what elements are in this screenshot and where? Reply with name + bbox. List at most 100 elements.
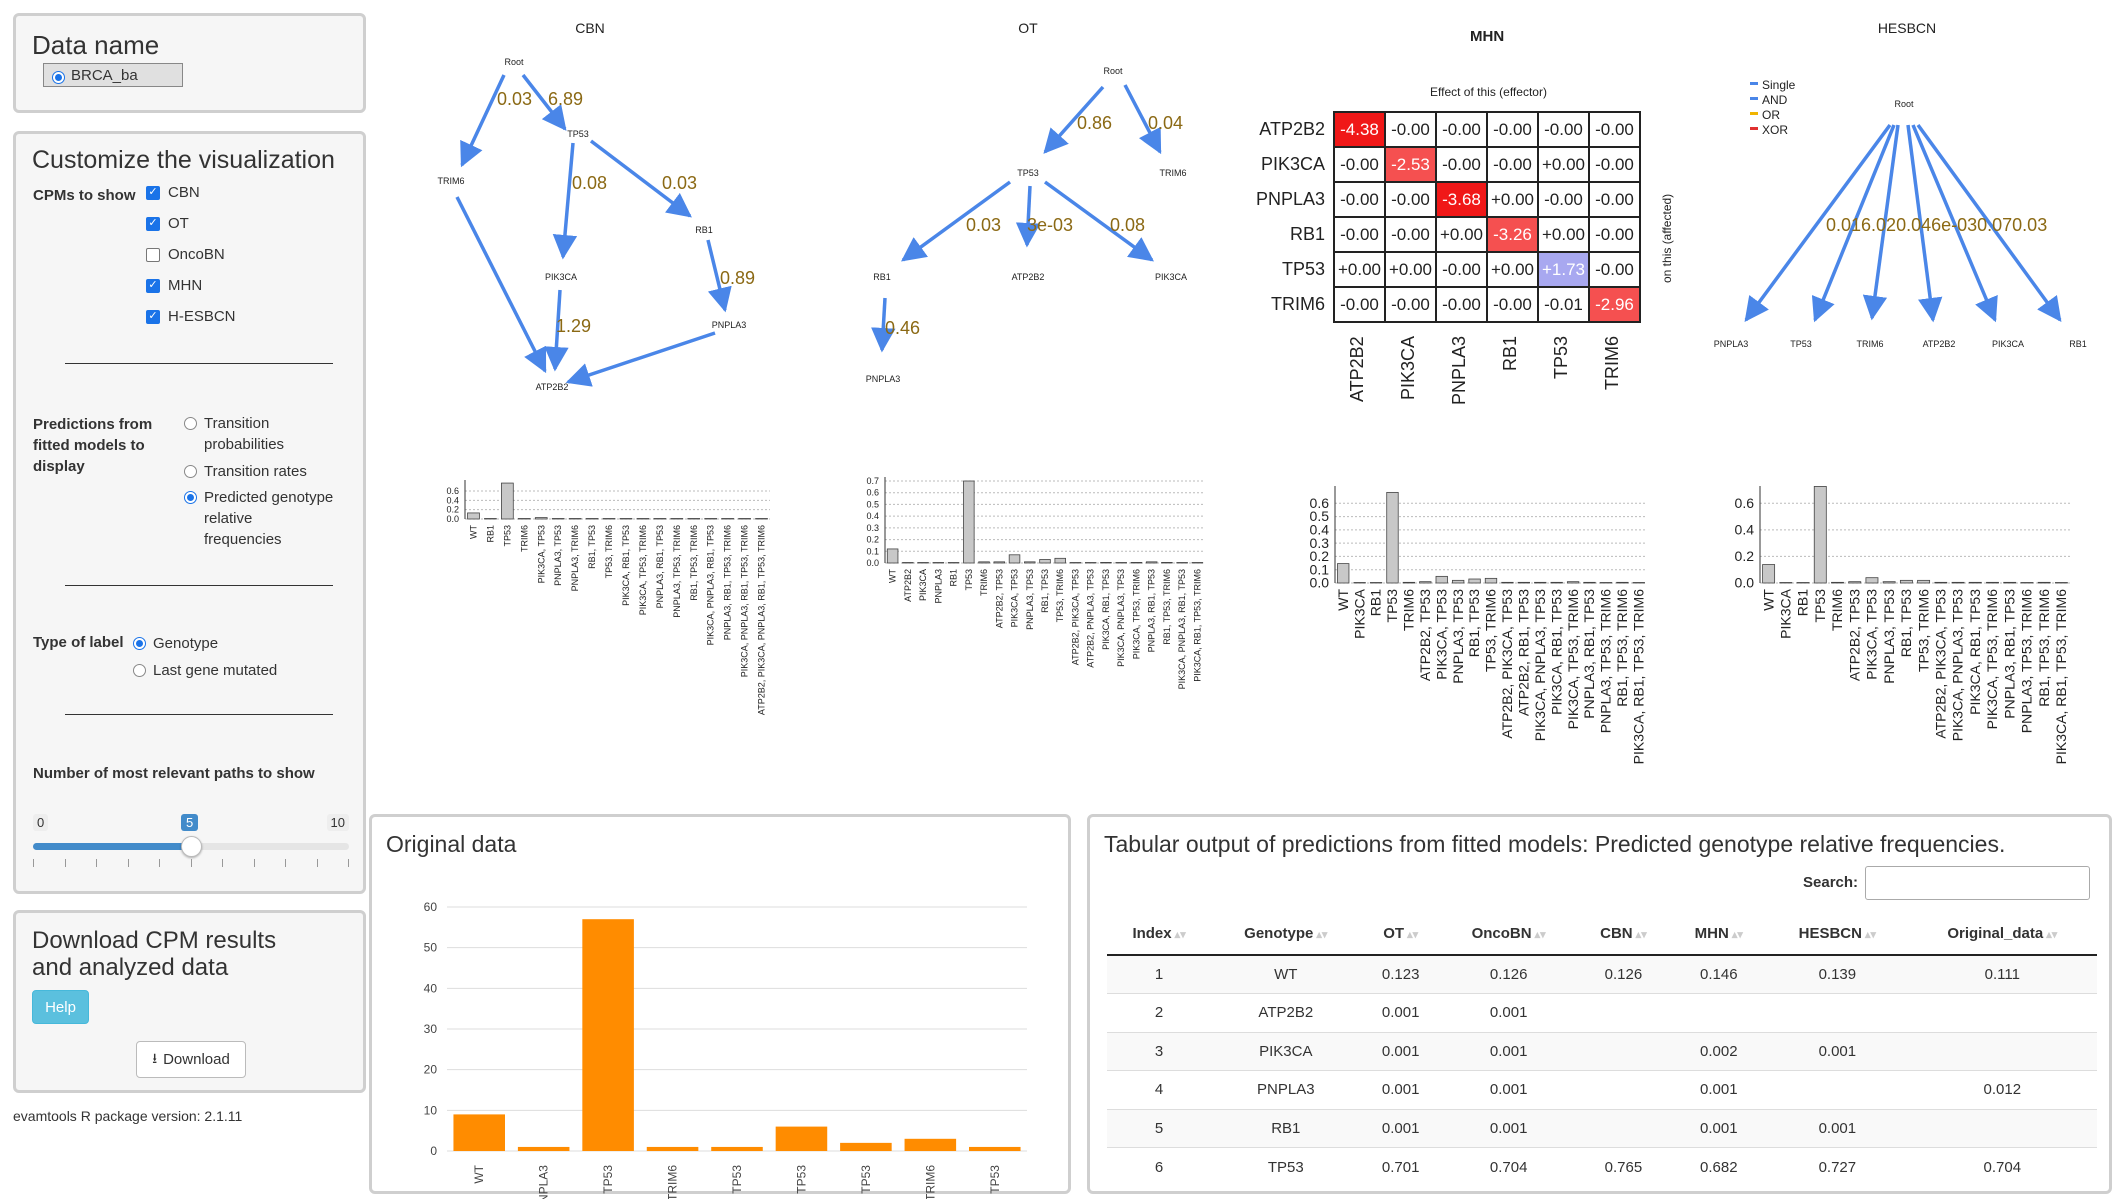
mini-bar xyxy=(687,518,701,520)
cpm-checkbox-cbn[interactable]: ✓ CBN xyxy=(146,184,200,201)
y-tick-label: 0.4 xyxy=(866,511,879,521)
column-header[interactable]: Original_data xyxy=(1907,913,2097,956)
table-row[interactable]: 6 TP53 0.701 0.704 0.765 0.682 0.727 0.704 xyxy=(1107,1147,2097,1186)
table-row[interactable]: 5 RB1 0.001 0.001 0.001 0.001 xyxy=(1107,1108,2097,1148)
x-tick-label: WT xyxy=(472,1164,486,1183)
table-row[interactable]: 3 PIK3CA 0.001 0.001 0.002 0.001 xyxy=(1107,1031,2097,1071)
mini-bar xyxy=(1986,581,1999,584)
table-row[interactable]: 4 PNPLA3 0.001 0.001 0.001 0.012 xyxy=(1107,1070,2097,1109)
search-input[interactable] xyxy=(1865,866,2090,900)
mini-bar xyxy=(1337,563,1350,584)
table-cell: 4 xyxy=(1107,1070,1212,1109)
label-type-option[interactable]: Genotype xyxy=(133,633,218,654)
mhn-row-label: RB1 xyxy=(1289,224,1325,244)
x-tick-label: TP53 xyxy=(988,1165,1002,1194)
slider-handle[interactable] xyxy=(181,836,202,857)
column-header[interactable]: OncoBN xyxy=(1440,913,1577,956)
prediction-option[interactable]: Transition probabilities xyxy=(184,413,334,455)
mini-bar xyxy=(1882,581,1896,584)
radio-icon[interactable] xyxy=(184,491,197,504)
mhn-cell: -3.26 xyxy=(1487,217,1538,252)
table-row[interactable]: 2 ATP2B2 0.001 0.001 xyxy=(1107,993,2097,1032)
mhn-row-label: TRIM6 xyxy=(1271,294,1325,314)
mhn-cell: +0.00 xyxy=(1487,182,1538,217)
x-tick-label: RB1 xyxy=(949,569,959,587)
prediction-option[interactable]: Transition rates xyxy=(184,461,334,482)
y-tick-label: 0.3 xyxy=(1310,535,1330,551)
cpm-checkbox-ot[interactable]: ✓ OT xyxy=(146,215,189,232)
mini-bar xyxy=(721,518,734,520)
mini-bar xyxy=(1566,581,1580,584)
x-tick-label: ATP2B2, PIK3CA, TP53 xyxy=(1070,569,1080,665)
column-header[interactable]: CBN xyxy=(1576,913,1671,956)
column-header[interactable]: MHN xyxy=(1670,913,1768,956)
mini-bar xyxy=(1353,582,1366,584)
radio-icon[interactable] xyxy=(184,417,197,430)
x-tick-label: TRIM6 xyxy=(519,525,529,552)
checkbox-icon[interactable]: ✓ xyxy=(146,216,160,231)
mini-bar xyxy=(902,562,914,564)
checkbox-icon[interactable]: ✓ xyxy=(146,185,160,200)
radio-icon[interactable] xyxy=(133,664,146,677)
table-cell xyxy=(1907,1031,2097,1071)
x-tick-label: TRIM6 xyxy=(666,1165,680,1199)
column-header[interactable]: Genotype xyxy=(1211,913,1361,956)
mini-bar xyxy=(484,518,497,520)
dataset-radio-button[interactable]: BRCA_ba xyxy=(43,63,183,87)
column-header[interactable]: OT xyxy=(1360,913,1441,956)
mini-bar xyxy=(1145,561,1158,564)
prediction-option[interactable]: Predicted genotype relative frequencies xyxy=(184,487,334,550)
label-type-option[interactable]: Last gene mutated xyxy=(133,660,277,681)
x-tick-label: PIK3CA, PNPLA3, TP53 xyxy=(1950,589,1966,741)
x-tick-label: PNPLA3, RB1, TP53 xyxy=(1147,569,1157,652)
cpm-checkbox-mhn[interactable]: ✓ MHN xyxy=(146,277,202,294)
x-tick-label: ATP2B2, PIK3CA, TP53 xyxy=(1933,589,1949,739)
mini-bar xyxy=(2020,582,2034,584)
table-title: Tabular output of predictions from fitte… xyxy=(1104,831,2006,857)
download-title: Download CPM results and analyzed data xyxy=(32,927,277,981)
mhn-cell: -0.00 xyxy=(1589,147,1640,182)
prediction-option-label: Transition rates xyxy=(204,463,307,480)
mini-bar xyxy=(963,480,975,564)
mhn-cell: +0.00 xyxy=(1436,217,1487,252)
help-button[interactable]: Help xyxy=(32,990,89,1024)
column-header[interactable]: Index xyxy=(1107,913,1212,956)
x-tick-label: RB1, TP53, TRIM6 xyxy=(2036,589,2052,707)
table-row[interactable]: 1 WT 0.123 0.126 0.126 0.146 0.139 0.111 xyxy=(1107,954,2097,994)
x-tick-label: WT xyxy=(468,525,478,539)
checkbox-icon[interactable]: ✓ xyxy=(146,278,160,293)
x-tick-label: TP53 xyxy=(502,525,512,547)
x-tick-label: PIK3CA, TP53, TRIM6 xyxy=(1565,589,1581,730)
column-header[interactable]: HESBCN xyxy=(1767,913,1908,956)
checkbox-icon[interactable] xyxy=(146,247,160,262)
x-tick-label: PIK3CA, RB1, TP53 xyxy=(621,525,631,606)
x-tick-label: PIK3CA, TP53 xyxy=(1864,589,1880,680)
x-tick-label: TP53 xyxy=(794,1165,808,1194)
paths-slider[interactable]: 0 10 5 xyxy=(33,814,349,874)
original-bar xyxy=(775,1126,828,1151)
table-cell: 0.001 xyxy=(1440,1031,1577,1071)
mini-bar xyxy=(670,518,684,520)
mhn-cell: -0.00 xyxy=(1589,217,1640,252)
checkbox-icon[interactable]: ✓ xyxy=(146,309,160,324)
y-tick-label: 0.2 xyxy=(1310,548,1330,564)
x-tick-label: RB1, TP53 xyxy=(1898,589,1914,657)
x-tick-label: TP53 xyxy=(601,1165,615,1194)
cpm-checkbox-h-esbcn[interactable]: ✓ H-ESBCN xyxy=(146,308,236,325)
mini-bar xyxy=(1779,582,1793,584)
mini-bar xyxy=(1419,581,1432,584)
download-button[interactable]: ⭳ Download xyxy=(136,1041,246,1078)
radio-icon[interactable] xyxy=(133,637,146,650)
mini-bar xyxy=(917,562,929,564)
cpm-checkbox-oncobn[interactable]: OncoBN xyxy=(146,246,225,263)
y-tick-label: 0.0 xyxy=(1310,575,1330,591)
paths-label: Number of most relevant paths to show xyxy=(33,765,315,782)
x-tick-label: TRIM6 xyxy=(1401,589,1417,631)
y-tick-label: 0.2 xyxy=(866,535,879,545)
mhn-cell: +0.00 xyxy=(1334,252,1385,287)
mhn-cell: +0.00 xyxy=(1538,147,1589,182)
radio-icon[interactable] xyxy=(184,465,197,478)
mini-bar xyxy=(886,548,899,564)
mini-bar xyxy=(1130,562,1143,564)
table-cell: 2 xyxy=(1107,993,1212,1032)
